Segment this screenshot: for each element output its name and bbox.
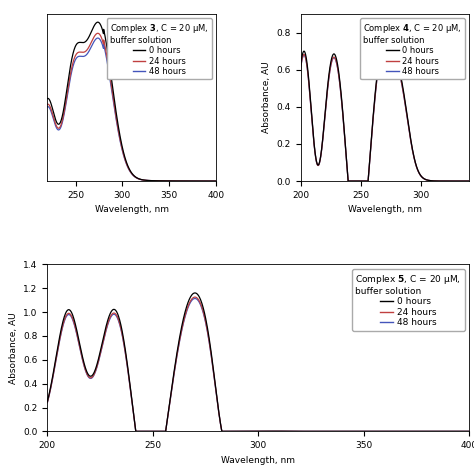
Legend: 0 hours, 24 hours, 48 hours: 0 hours, 24 hours, 48 hours — [352, 269, 465, 331]
Legend: 0 hours, 24 hours, 48 hours: 0 hours, 24 hours, 48 hours — [107, 18, 212, 79]
Legend: 0 hours, 24 hours, 48 hours: 0 hours, 24 hours, 48 hours — [360, 18, 465, 79]
Y-axis label: Absorbance, AU: Absorbance, AU — [262, 62, 271, 134]
X-axis label: Wavelength, nm: Wavelength, nm — [95, 205, 169, 214]
Y-axis label: Absorbance, AU: Absorbance, AU — [9, 312, 18, 384]
X-axis label: Wavelength, nm: Wavelength, nm — [348, 205, 422, 214]
X-axis label: Wavelength, nm: Wavelength, nm — [221, 456, 295, 465]
